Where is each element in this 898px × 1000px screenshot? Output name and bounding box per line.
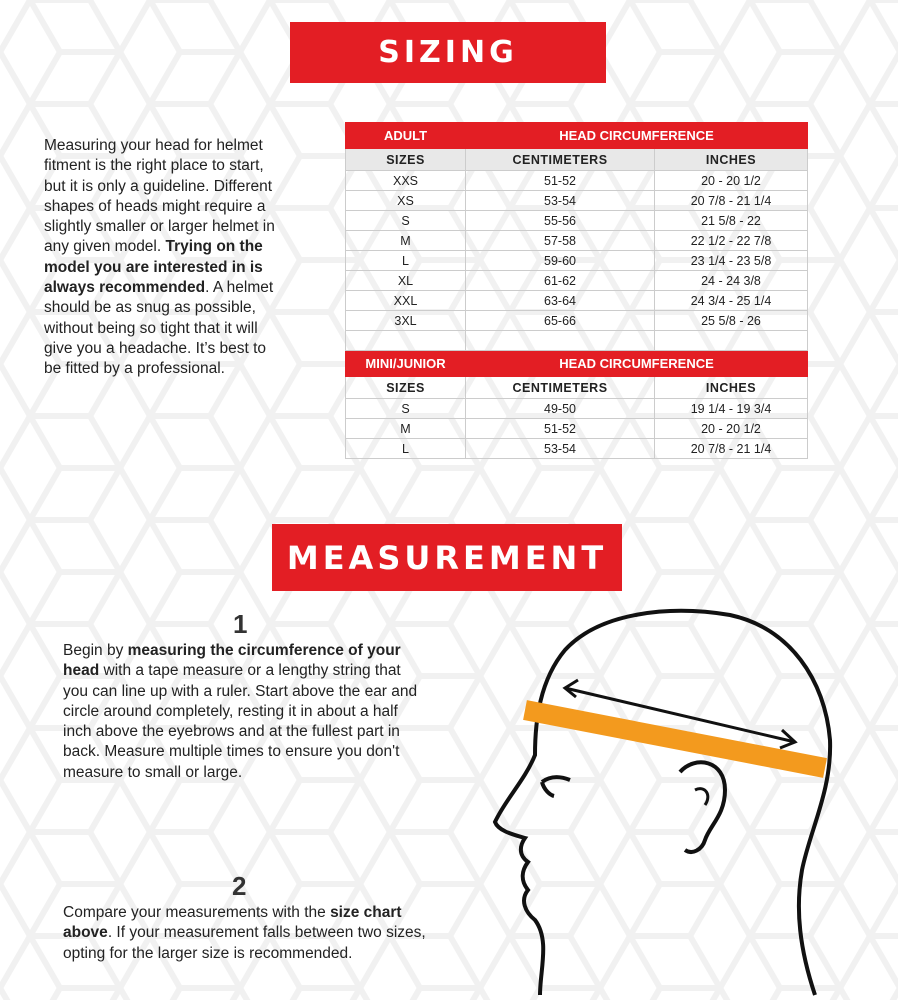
table-cell: S — [345, 210, 466, 231]
table-cell: 20 7/8 - 21 1/4 — [654, 438, 808, 459]
table-column-header: SIZES CENTIMETERS INCHES — [345, 148, 808, 171]
table-cell: 57-58 — [465, 230, 655, 251]
table-cell: L — [345, 438, 466, 459]
measurement-banner: MEASUREMENT — [272, 524, 622, 591]
table-cell: M — [345, 418, 466, 439]
ear — [678, 760, 728, 854]
table-cell: 49-50 — [465, 398, 655, 419]
table-cell — [654, 330, 808, 351]
table-row: 3XL 65-66 25 5/8 - 26 — [345, 310, 808, 331]
table-cell: SIZES — [345, 148, 466, 171]
ear-inner — [694, 787, 710, 806]
size-chart-table: ADULT HEAD CIRCUMFERENCE SIZES CENTIMETERS I… — [345, 122, 808, 459]
eye — [540, 775, 571, 798]
table-cell: 20 7/8 - 21 1/4 — [654, 190, 808, 211]
table-cell: M — [345, 230, 466, 251]
table-cell: 3XL — [345, 310, 466, 331]
table-row: M 51-52 20 - 20 1/2 — [345, 418, 808, 439]
table-cell: INCHES — [654, 148, 808, 171]
table-cell: HEAD CIRCUMFERENCE — [465, 350, 808, 377]
table-row: S 55-56 21 5/8 - 22 — [345, 210, 808, 231]
text-segment: Compare your measurements with the — [63, 904, 331, 921]
table-cell: 23 1/4 - 23 5/8 — [654, 250, 808, 271]
table-cell: XXL — [345, 290, 466, 311]
table-cell: CENTIMETERS — [465, 376, 655, 399]
text-segment: measuring the circumference of your head — [63, 642, 401, 680]
text-segment: . A helmet should be as snug as possible… — [44, 279, 274, 378]
table-cell: 63-64 — [465, 290, 655, 311]
text-segment: . If your measurement falls between two … — [63, 924, 426, 962]
table-cell: 20 - 20 1/2 — [654, 170, 808, 191]
sizing-banner: SIZING — [290, 22, 606, 83]
table-cell: XS — [345, 190, 466, 211]
head-measurement-illustration — [492, 608, 833, 996]
table-row: L 59-60 23 1/4 - 23 5/8 — [345, 250, 808, 271]
table-cell: XXS — [345, 170, 466, 191]
table-row: XL 61-62 24 - 24 3/8 — [345, 270, 808, 291]
table-cell: 51-52 — [465, 418, 655, 439]
table-cell: SIZES — [345, 376, 466, 399]
table-column-header: SIZES CENTIMETERS INCHES — [345, 376, 808, 399]
step-1-number: 1 — [233, 609, 248, 639]
table-row: L 53-54 20 7/8 - 21 1/4 — [345, 438, 808, 459]
table-cell: INCHES — [654, 376, 808, 399]
table-cell: 24 3/4 - 25 1/4 — [654, 290, 808, 311]
table-cell: S — [345, 398, 466, 419]
table-cell: CENTIMETERS — [465, 148, 655, 171]
table-cell: 20 - 20 1/2 — [654, 418, 808, 439]
table-cell: 21 5/8 - 22 — [654, 210, 808, 231]
text-segment: with a tape measure or a lengthy string … — [63, 662, 418, 781]
tape-measure — [523, 700, 827, 778]
text-segment: Measuring your head for helmet fitment i… — [44, 137, 275, 256]
table-cell: 22 1/2 - 22 7/8 — [654, 230, 808, 251]
table-cell: HEAD CIRCUMFERENCE — [465, 122, 808, 149]
table-cell: L — [345, 250, 466, 271]
table-row: XXL 63-64 24 3/4 - 25 1/4 — [345, 290, 808, 311]
step-2-number: 2 — [232, 871, 247, 901]
table-cell: 59-60 — [465, 250, 655, 271]
table-cell — [345, 330, 466, 351]
table-cell: 25 5/8 - 26 — [654, 310, 808, 331]
table-cell: 24 - 24 3/8 — [654, 270, 808, 291]
text-segment: Begin by — [63, 642, 128, 659]
table-group-header: ADULT HEAD CIRCUMFERENCE — [345, 122, 808, 149]
table-row: XXS 51-52 20 - 20 1/2 — [345, 170, 808, 191]
table-cell — [465, 330, 655, 351]
table-cell: 55-56 — [465, 210, 655, 231]
table-row: S 49-50 19 1/4 - 19 3/4 — [345, 398, 808, 419]
table-cell: XL — [345, 270, 466, 291]
text-segment: size chart above — [63, 904, 402, 942]
table-spacer-row — [345, 330, 808, 351]
head-outline — [492, 608, 833, 996]
step-1-text: Begin by measuring the circumference of … — [63, 641, 428, 783]
table-row: M 57-58 22 1/2 - 22 7/8 — [345, 230, 808, 251]
table-cell: 19 1/4 - 19 3/4 — [654, 398, 808, 419]
step-2-text: Compare your measurements with the size … — [63, 903, 433, 964]
table-group-header: MINI/JUNIOR HEAD CIRCUMFERENCE — [345, 350, 808, 377]
sizing-description: Measuring your head for helmet fitment i… — [44, 136, 284, 380]
table-cell: 53-54 — [465, 438, 655, 459]
table-cell: 51-52 — [465, 170, 655, 191]
table-cell: 53-54 — [465, 190, 655, 211]
table-cell: MINI/JUNIOR — [345, 350, 466, 377]
double-arrow-icon — [562, 678, 798, 750]
table-cell: 61-62 — [465, 270, 655, 291]
table-cell: 65-66 — [465, 310, 655, 331]
text-segment: Trying on the model you are interested i… — [44, 238, 263, 297]
table-row: XS 53-54 20 7/8 - 21 1/4 — [345, 190, 808, 211]
table-cell: ADULT — [345, 122, 466, 149]
